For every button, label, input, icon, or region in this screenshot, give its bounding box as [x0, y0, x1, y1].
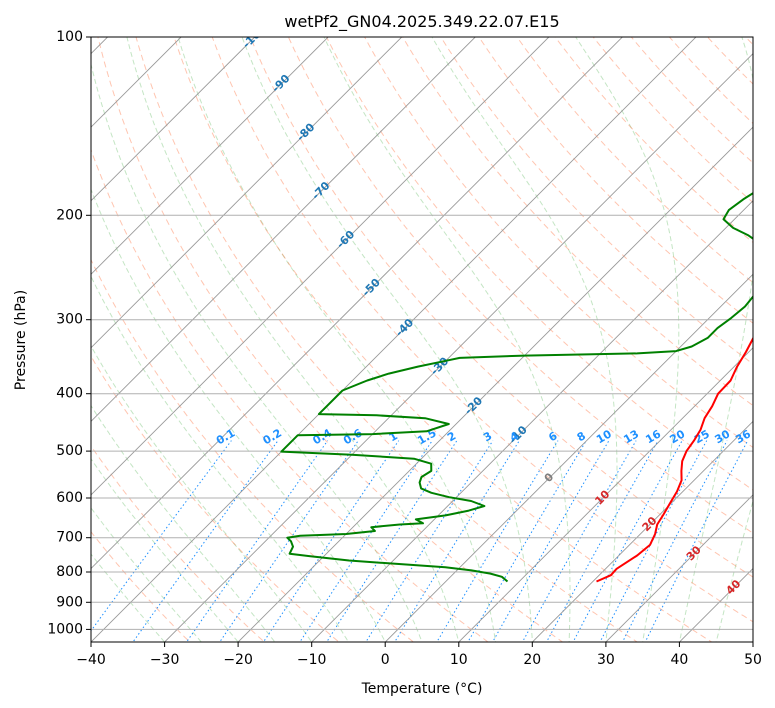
dry-adiabats: [91, 37, 753, 642]
mixing-ratio-line: [326, 440, 458, 642]
isotherm: [91, 37, 550, 496]
mixing-ratio-line: [546, 440, 659, 642]
y-tick-label: 100: [56, 29, 83, 45]
moist-adiabat: [678, 37, 753, 642]
mixing-ratio-line: [132, 440, 279, 642]
x-tick-label: 0: [381, 652, 390, 668]
x-tick-label: −40: [76, 652, 106, 668]
moist-adiabat: [91, 62, 423, 642]
dry-adiabat: [91, 355, 340, 642]
x-tick-label: −20: [223, 652, 253, 668]
moist-adiabat: [241, 37, 533, 642]
moist-adiabat: [91, 345, 313, 642]
dry-adiabat: [91, 258, 415, 642]
y-axis-label: Pressure (hPa): [13, 290, 29, 390]
isotherm: [91, 37, 256, 202]
y-tick-label: 200: [56, 207, 83, 223]
isotherm: [91, 37, 476, 422]
mixing-ratio-line: [262, 440, 400, 642]
dry-adiabat: [440, 37, 753, 365]
x-tick-label: 20: [523, 652, 541, 668]
dry-adiabat: [287, 37, 753, 534]
isotherm: [605, 494, 753, 642]
dry-adiabat: [478, 37, 753, 324]
plot-frame: [90, 36, 754, 643]
y-tick-label: 400: [56, 386, 83, 402]
moist-adiabat: [91, 507, 202, 642]
mixing-ratio-line: [492, 440, 610, 642]
y-tick-label: 700: [56, 530, 83, 546]
temperature-profile-line: [596, 336, 753, 583]
x-tick-label: 40: [670, 652, 688, 668]
isotherm: [237, 126, 753, 642]
plot-area: -100-90-80-70-60-50-40-30-20-10010203040…: [91, 37, 753, 642]
isotherms: [91, 37, 753, 642]
y-tick-label: 600: [56, 490, 83, 506]
dry-adiabat: [249, 37, 753, 578]
isotherm: [384, 273, 753, 642]
isotherm: [311, 200, 753, 642]
moist-adiabat: [91, 457, 239, 642]
mixing-ratio-line: [644, 440, 749, 642]
isotherm: [163, 52, 753, 642]
y-tick-label: 800: [56, 564, 83, 580]
isotherm: [91, 37, 624, 570]
y-tick-label: 1000: [47, 621, 83, 637]
y-axis-ticks: 100 200 300 400 500 600 700 800 900 1000: [47, 29, 91, 637]
isotherm: [458, 347, 753, 642]
x-axis-label: Temperature (°C): [361, 681, 483, 697]
x-tick-label: 10: [450, 652, 468, 668]
x-tick-label: 50: [744, 652, 762, 668]
x-axis-ticks: −40 −30 −20 −10 0 10 20 30 40 50: [76, 642, 762, 668]
chart-title: wetPf2_GN04.2025.349.22.07.E15: [284, 12, 559, 32]
isotherm: [91, 37, 697, 642]
moist-adiabat: [715, 498, 753, 642]
moist-adiabat: [575, 37, 680, 642]
y-tick-label: 500: [56, 443, 83, 459]
isotherm: [91, 37, 403, 349]
y-tick-label: 300: [56, 312, 83, 328]
isotherm: [531, 420, 753, 642]
moist-adiabat: [126, 37, 460, 642]
dry-adiabat: [91, 445, 265, 642]
pressure-gridlines: [91, 37, 753, 630]
x-tick-label: 30: [597, 652, 615, 668]
x-tick-label: −30: [150, 652, 180, 668]
mixing-ratio-line: [622, 440, 728, 642]
mixing-ratio-line: [436, 440, 559, 642]
mixing-ratio-line: [467, 440, 587, 642]
dry-adiabat: [97, 37, 564, 642]
moist-adiabat: [91, 275, 350, 642]
x-tick-label: −10: [297, 652, 327, 668]
mixing-ratio-lines: [91, 440, 749, 642]
y-tick-label: 900: [56, 594, 83, 610]
moist-adiabat: [91, 404, 276, 642]
moist-adiabat: [431, 37, 618, 642]
mixing-ratio-line: [521, 440, 637, 642]
moist-adiabat: [91, 188, 386, 642]
dewpoint-profile-line: [280, 192, 753, 583]
dry-adiabat: [173, 37, 713, 642]
moist-adiabat: [91, 553, 166, 642]
mixing-ratio-line: [599, 440, 708, 642]
sounding-series: [280, 192, 753, 583]
moist-adiabat: [323, 37, 571, 642]
isotherm: [91, 37, 329, 275]
mixing-ratio-line: [572, 440, 683, 642]
mixing-ratio-line: [365, 440, 494, 642]
dry-adiabat: [211, 37, 753, 623]
